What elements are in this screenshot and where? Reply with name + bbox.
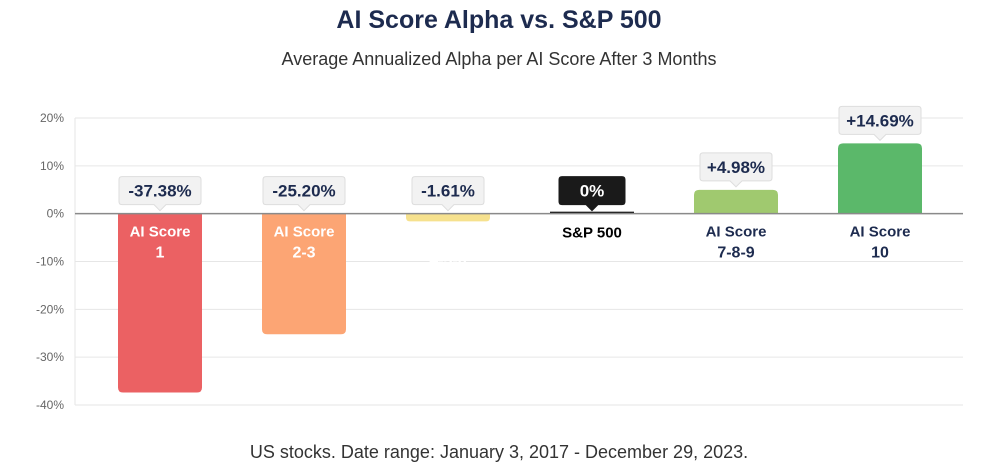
category-labels: AI Score 1 AI Score 2-3 AI Score 4-5-6 S&P 500… — [130, 224, 911, 269]
y-tick-label: 10% — [40, 159, 64, 173]
y-tick-label: -40% — [36, 398, 64, 412]
value-label: 0% — [580, 182, 605, 201]
value-labels: -37.38% -25.20% -1.61% 0% +4.98% +14.69% — [118, 105, 922, 212]
bar — [550, 211, 634, 214]
category-label-sub: 7-8-9 — [717, 245, 754, 262]
value-label-box — [558, 176, 626, 212]
y-tick-label: -20% — [36, 302, 64, 316]
value-label: +14.69% — [846, 111, 914, 130]
category-label-sub: 2-3 — [292, 245, 315, 262]
y-tick-label: 0% — [47, 207, 65, 221]
gridlines — [74, 117, 963, 406]
value-label-box — [699, 152, 773, 188]
value-label: -37.38% — [128, 182, 191, 201]
value-label-box — [411, 176, 485, 212]
bar — [838, 143, 922, 214]
value-label-box — [118, 176, 202, 212]
value-label: +4.98% — [707, 158, 765, 177]
bar — [118, 213, 202, 393]
category-label: S&P 500 — [562, 225, 622, 242]
chart-subtitle: Average Annualized Alpha per AI Score Af… — [281, 49, 717, 69]
bar — [694, 189, 778, 214]
chart-title: AI Score Alpha vs. S&P 500 — [336, 6, 662, 34]
y-tick-label: 20% — [40, 111, 64, 125]
category-label-sub: 10 — [871, 245, 889, 262]
category-label-sub: 1 — [156, 245, 165, 262]
y-axis-ticks: 20% 10% 0% -10% -20% -30% -40% — [36, 111, 64, 412]
category-label: AI Score — [130, 224, 191, 241]
category-label: AI Score — [274, 224, 335, 241]
category-label-sub: 4-5-6 — [429, 251, 466, 268]
y-tick-label: -10% — [36, 255, 64, 269]
value-label: -25.20% — [272, 182, 335, 201]
category-label: AI Score — [418, 230, 479, 247]
category-label: AI Score — [706, 224, 767, 241]
bars — [118, 143, 922, 393]
bar — [406, 213, 490, 222]
bar — [262, 213, 346, 335]
value-label-box — [838, 105, 922, 142]
value-label-box — [262, 176, 346, 212]
value-label: -1.61% — [421, 182, 475, 201]
chart-footnote: US stocks. Date range: January 3, 2017 -… — [249, 442, 749, 462]
y-tick-label: -30% — [36, 350, 64, 364]
category-label: AI Score — [850, 224, 911, 241]
